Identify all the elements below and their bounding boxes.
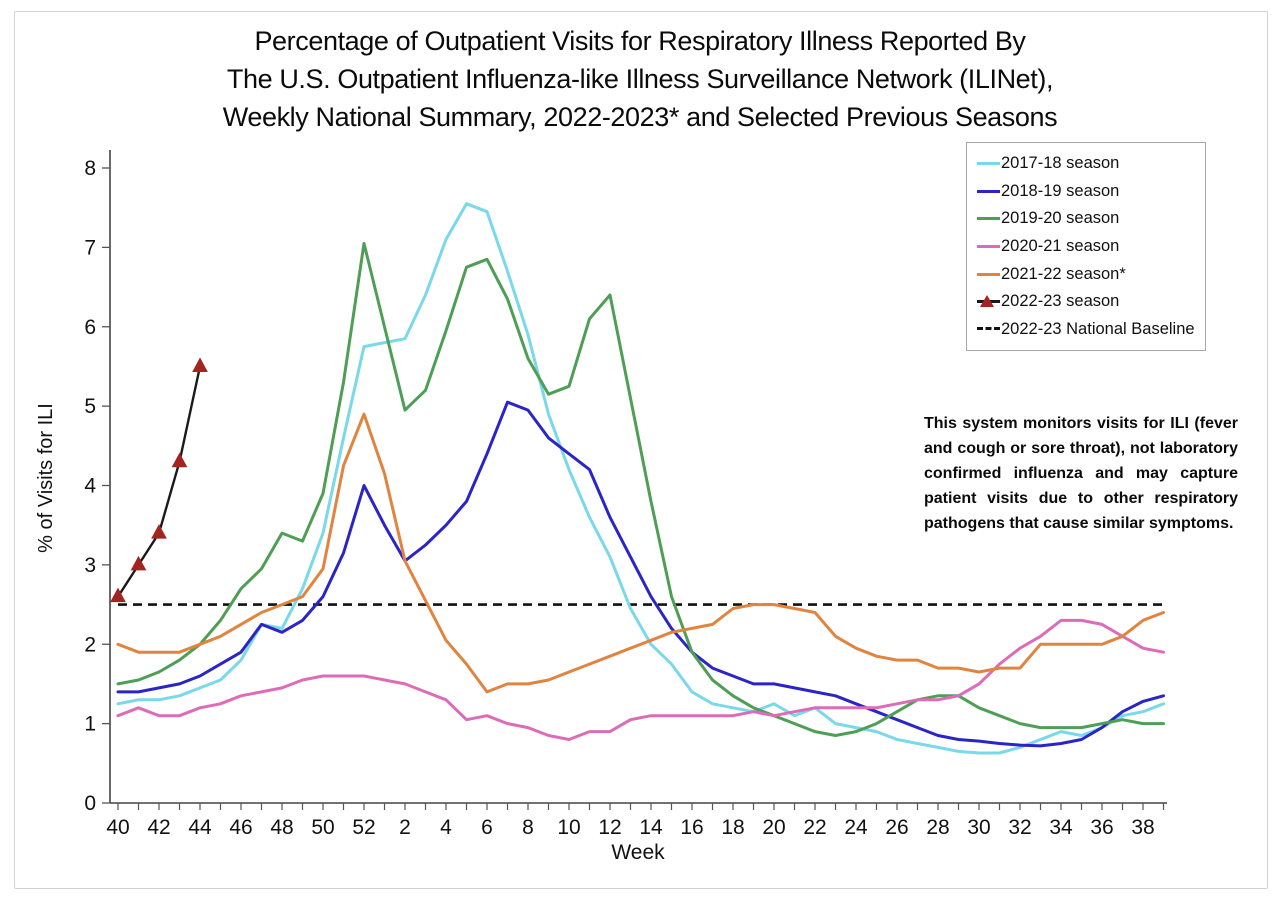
y-tick-label: 8 [84, 157, 96, 180]
legend-label: 2017-18 season [1001, 154, 1120, 173]
x-tick-label: 44 [188, 816, 212, 839]
triangle-marker-icon [977, 294, 1000, 309]
x-tick-label: 32 [1008, 816, 1031, 839]
x-tick-label: 2 [399, 816, 411, 839]
x-axis-title: Week [611, 841, 665, 864]
triangle-marker [171, 452, 188, 468]
chart-title-line3: Weekly National Summary, 2022-2023* and … [222, 102, 1058, 132]
legend-label: 2020-21 season [1001, 237, 1120, 256]
legend-label: 2021-22 season* [1001, 264, 1126, 283]
x-tick-label: 14 [639, 816, 663, 839]
chart-title-line2: The U.S. Outpatient Influenza-like Illne… [226, 64, 1054, 94]
x-tick-label: 28 [926, 816, 949, 839]
legend-label: 2022-23 National Baseline [1001, 319, 1195, 338]
series-line-2019-20-season [116, 241, 1165, 737]
legend-item-2022-23-national-baseline: 2022-23 National Baseline [977, 316, 1197, 344]
legend-item-2022-23-season: 2022-23 season [977, 288, 1197, 316]
x-tick-label: 4 [440, 816, 452, 839]
series-line-2021-22-season- [116, 412, 1165, 694]
line-swatch-icon [977, 211, 1000, 226]
x-tick-label: 6 [481, 816, 493, 839]
x-tick-label: 8 [522, 816, 534, 839]
x-tick-label: 40 [106, 816, 129, 839]
y-tick-label: 2 [84, 633, 96, 656]
line-swatch-icon [977, 184, 1000, 199]
x-tick-label: 18 [721, 816, 744, 839]
chart-title-line1: Percentage of Outpatient Visits for Resp… [254, 26, 1026, 56]
y-tick-label: 1 [84, 713, 96, 736]
line-swatch-icon [977, 267, 1000, 282]
x-tick-label: 10 [557, 816, 580, 839]
chart-legend: 2017-18 season 2018-19 season 2019-20 seas… [966, 142, 1206, 352]
line-swatch-icon [977, 239, 1000, 254]
legend-label: 2022-23 season [1001, 292, 1120, 311]
x-tick-label: 30 [967, 816, 990, 839]
legend-item-2017-18-season: 2017-18 season [977, 150, 1197, 178]
triangle-marker [130, 555, 147, 571]
x-tick-label: 46 [229, 816, 252, 839]
x-tick-label: 24 [844, 816, 868, 839]
chart-title: Percentage of Outpatient Visits for Resp… [0, 22, 1280, 136]
x-tick-label: 48 [270, 816, 293, 839]
x-tick-label: 20 [762, 816, 785, 839]
x-tick-label: 52 [352, 816, 375, 839]
legend-item-2019-20-season: 2019-20 season [977, 205, 1197, 233]
x-tick-label: 50 [311, 816, 334, 839]
annotation-note: This system monitors visits for ILI (fev… [924, 415, 1238, 532]
y-tick-label: 0 [84, 792, 96, 815]
series-line-2020-21-season [116, 618, 1165, 741]
y-tick-label: 4 [84, 475, 96, 498]
x-tick-label: 26 [885, 816, 908, 839]
legend-label: 2019-20 season [1001, 209, 1120, 228]
x-tick-label: 38 [1131, 816, 1154, 839]
legend-label: 2018-19 season [1001, 181, 1120, 200]
y-tick-label: 6 [84, 316, 96, 339]
series-line-2018-19-season [116, 400, 1165, 748]
y-tick-label: 5 [84, 395, 96, 418]
series-line-2017-18-season [116, 202, 1165, 755]
y-tick-label: 3 [84, 554, 96, 577]
triangle-marker [110, 587, 126, 603]
dashed-line-icon [977, 322, 1000, 337]
y-tick-label: 7 [84, 236, 96, 259]
series-line-2022-23-season [116, 365, 202, 598]
y-axis-title: % of Visits for ILI [35, 403, 57, 553]
x-tick-label: 36 [1090, 816, 1113, 839]
line-swatch-icon [977, 156, 1000, 171]
x-tick-label: 16 [680, 816, 703, 839]
legend-item-2021-22-season-: 2021-22 season* [977, 260, 1197, 288]
triangle-marker [151, 524, 167, 539]
x-tick-label: 42 [147, 816, 170, 839]
x-tick-label: 22 [803, 816, 826, 839]
x-tick-label: 12 [598, 816, 621, 839]
legend-item-2018-19-season: 2018-19 season [977, 178, 1197, 206]
triangle-marker [192, 357, 208, 372]
legend-item-2020-21-season: 2020-21 season [977, 233, 1197, 261]
x-tick-label: 34 [1049, 816, 1073, 839]
